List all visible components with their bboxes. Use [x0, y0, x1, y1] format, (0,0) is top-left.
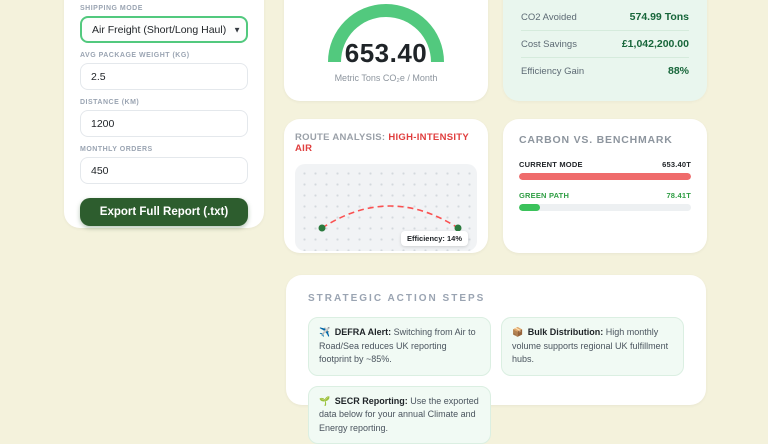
avg-weight-label: AVG PACKAGE WEIGHT (KG) — [80, 51, 248, 60]
shipping-mode-label: SHIPPING MODE — [80, 4, 248, 13]
stat-value: 574.99 Tons — [630, 11, 689, 23]
route-arc-path — [322, 206, 458, 228]
bar-label: GREEN PATH — [519, 191, 569, 200]
actions-grid: ✈️ DEFRA Alert: Switching from Air to Ro… — [308, 317, 684, 444]
gauge-caption: Metric Tons CO₂e / Month — [284, 73, 488, 83]
bar-value: 653.40T — [662, 160, 691, 169]
stat-value: £1,042,200.00 — [622, 38, 689, 50]
airplane-icon: ✈️ — [319, 327, 330, 337]
current-mode-bar-fill — [519, 173, 691, 180]
package-icon: 📦 — [512, 327, 523, 337]
stat-label: CO2 Avoided — [521, 12, 577, 23]
emissions-gauge-card: 653.40 Metric Tons CO₂e / Month — [284, 0, 488, 101]
stat-value: 88% — [668, 65, 689, 77]
strategic-actions-title: STRATEGIC ACTION STEPS — [308, 293, 684, 304]
route-chart: Efficiency: 14% — [295, 164, 477, 251]
stat-row-efficiency-gain: Efficiency Gain 88% — [521, 58, 689, 84]
bar-track — [519, 204, 691, 211]
bar-label: CURRENT MODE — [519, 160, 583, 169]
benchmark-bar-current-mode: CURRENT MODE 653.40T — [519, 160, 691, 180]
seedling-icon: 🌱 — [319, 396, 330, 406]
route-analysis-card: ROUTE ANALYSIS: HIGH-INTENSITY AIR Effic… — [284, 119, 488, 253]
alert-bold-label: SECR Reporting: — [335, 396, 408, 406]
route-origin-dot — [319, 225, 326, 232]
route-analysis-title: ROUTE ANALYSIS: HIGH-INTENSITY AIR — [295, 132, 477, 154]
distance-input[interactable] — [80, 110, 248, 137]
stat-label: Cost Savings — [521, 39, 577, 50]
benchmark-bar-green-path: GREEN PATH 78.41T — [519, 191, 691, 211]
shipping-mode-select-wrap: Air Freight (Short/Long Haul) ▼ — [80, 16, 248, 43]
green-path-bar-fill — [519, 204, 540, 211]
alert-defra: ✈️ DEFRA Alert: Switching from Air to Ro… — [308, 317, 491, 376]
monthly-orders-input[interactable] — [80, 157, 248, 184]
stat-label: Efficiency Gain — [521, 66, 584, 77]
stat-row-cost-savings: Cost Savings £1,042,200.00 — [521, 31, 689, 58]
monthly-orders-label: MONTHLY ORDERS — [80, 145, 248, 154]
distance-label: DISTANCE (KM) — [80, 98, 248, 107]
bar-value: 78.41T — [666, 191, 691, 200]
avg-weight-input[interactable] — [80, 63, 248, 90]
export-report-button[interactable]: Export Full Report (.txt) — [80, 198, 248, 226]
gauge: 653.40 — [328, 4, 444, 62]
strategic-actions-card: STRATEGIC ACTION STEPS ✈️ DEFRA Alert: S… — [286, 275, 706, 405]
gauge-value: 653.40 — [308, 38, 464, 69]
efficiency-badge: Efficiency: 14% — [401, 231, 468, 246]
bar-track — [519, 173, 691, 180]
alert-secr-reporting: 🌱 SECR Reporting: Use the exported data … — [308, 386, 491, 444]
alert-bulk-distribution: 📦 Bulk Distribution: High monthly volume… — [501, 317, 684, 376]
impact-stats-card: CO2 Avoided 574.99 Tons Cost Savings £1,… — [503, 0, 707, 101]
shipping-mode-select[interactable]: Air Freight (Short/Long Haul) — [80, 16, 248, 43]
alert-bold-label: Bulk Distribution: — [528, 327, 604, 337]
route-title-prefix: ROUTE ANALYSIS: — [295, 132, 388, 143]
stat-row-co2-avoided: CO2 Avoided 574.99 Tons — [521, 4, 689, 31]
alert-bold-label: DEFRA Alert: — [335, 327, 391, 337]
benchmark-card: CARBON VS. BENCHMARK CURRENT MODE 653.40… — [503, 119, 707, 253]
benchmark-title: CARBON VS. BENCHMARK — [519, 134, 691, 146]
shipping-form-card: SHIPPING MODE Air Freight (Short/Long Ha… — [64, 0, 264, 228]
